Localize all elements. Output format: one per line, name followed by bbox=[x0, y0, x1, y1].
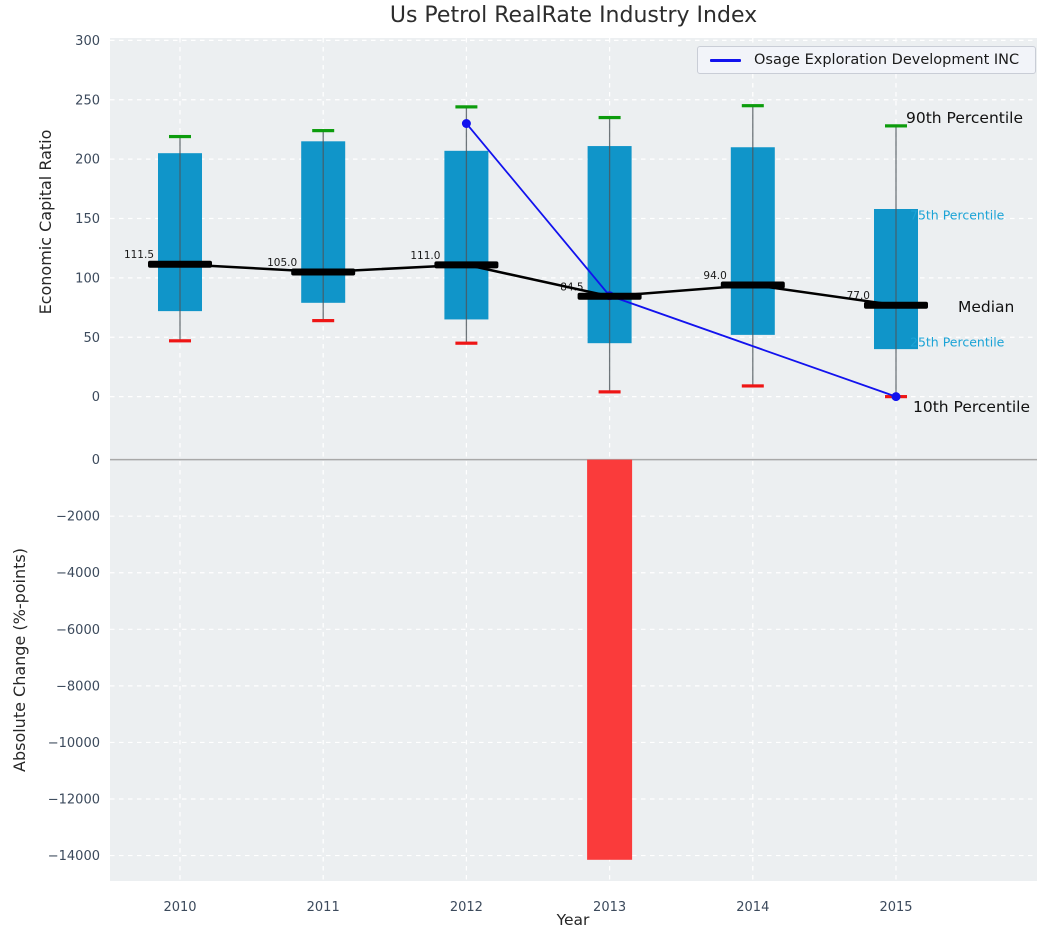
x-tick-2014: 2014 bbox=[736, 900, 769, 915]
median-bar-2015 bbox=[864, 301, 928, 309]
bottom-y-tick--4000: −4000 bbox=[56, 566, 100, 581]
top-y-tick-300: 300 bbox=[75, 34, 100, 49]
x-tick-2012: 2012 bbox=[450, 900, 483, 915]
median-value-label-2010: 111.5 bbox=[124, 249, 154, 261]
legend: Osage Exploration Development INC bbox=[697, 46, 1036, 74]
bottom-y-axis-label: Absolute Change (%-points) bbox=[10, 548, 29, 772]
median-value-label-2011: 105.0 bbox=[267, 257, 297, 269]
bottom-y-tick-0: 0 bbox=[92, 453, 100, 468]
bottom-y-tick--2000: −2000 bbox=[56, 510, 100, 525]
top-y-tick-0: 0 bbox=[92, 390, 100, 405]
bottom-y-tick--8000: −8000 bbox=[56, 679, 100, 694]
top-y-tick-250: 250 bbox=[75, 93, 100, 108]
annotation-25th-percentile: 25th Percentile bbox=[910, 334, 1005, 350]
chart-title: Us Petrol RealRate Industry Index bbox=[389, 3, 758, 28]
cap-10th-2014 bbox=[741, 384, 764, 388]
cap-10th-2010 bbox=[169, 339, 191, 343]
cap-90th-2014 bbox=[741, 104, 764, 108]
cap-90th-2010 bbox=[169, 134, 191, 139]
legend-label: Osage Exploration Development INC bbox=[754, 52, 1020, 68]
median-bar-2010 bbox=[148, 260, 212, 268]
bottom-y-tick--12000: −12000 bbox=[48, 792, 100, 807]
bottom-y-tick--14000: −14000 bbox=[48, 849, 100, 864]
top-y-tick-100: 100 bbox=[75, 271, 100, 286]
median-bar-2011 bbox=[291, 268, 356, 276]
x-tick-2011: 2011 bbox=[307, 900, 340, 915]
bottom-y-tick--10000: −10000 bbox=[48, 736, 100, 751]
top-y-tick-150: 150 bbox=[75, 212, 100, 227]
top-y-tick-200: 200 bbox=[75, 153, 100, 168]
cap-90th-2013 bbox=[598, 115, 621, 120]
median-bar-2012 bbox=[434, 261, 499, 269]
median-value-label-2014: 94.0 bbox=[703, 270, 726, 282]
company-point-2012 bbox=[461, 119, 471, 128]
cap-90th-2011 bbox=[312, 129, 335, 133]
company-point-2015 bbox=[891, 392, 901, 402]
annotation-90th-percentile: 90th Percentile bbox=[906, 109, 1024, 127]
x-tick-2015: 2015 bbox=[879, 900, 912, 915]
top-y-tick-50: 50 bbox=[83, 331, 100, 346]
cap-10th-2013 bbox=[598, 390, 621, 394]
annotation-75th-percentile: 75th Percentile bbox=[910, 207, 1005, 223]
bottom-y-tick--6000: −6000 bbox=[56, 623, 100, 638]
top-y-axis-label: Economic Capital Ratio bbox=[36, 129, 55, 315]
median-value-label-2012: 111.0 bbox=[410, 250, 440, 262]
x-axis-label: Year bbox=[556, 911, 590, 929]
annotation-10th-percentile: 10th Percentile bbox=[913, 398, 1031, 416]
x-tick-2010: 2010 bbox=[163, 900, 196, 915]
bar-2013 bbox=[587, 459, 633, 860]
cap-90th-2012 bbox=[455, 105, 478, 109]
annotation-median: Median bbox=[958, 298, 1015, 316]
median-bar-2013 bbox=[577, 292, 642, 300]
cap-10th-2011 bbox=[312, 319, 335, 323]
median-bar-2014 bbox=[720, 281, 785, 289]
cap-10th-2012 bbox=[455, 341, 478, 345]
x-tick-2013: 2013 bbox=[593, 900, 626, 915]
cap-90th-2015 bbox=[885, 124, 907, 128]
legend-line-sample-icon bbox=[710, 58, 741, 62]
